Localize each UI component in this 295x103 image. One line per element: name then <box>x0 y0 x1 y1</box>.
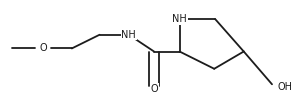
Text: O: O <box>39 43 47 53</box>
Text: O: O <box>150 84 158 94</box>
Text: NH: NH <box>172 14 187 24</box>
Text: OH: OH <box>277 82 292 92</box>
Text: NH: NH <box>122 30 136 40</box>
